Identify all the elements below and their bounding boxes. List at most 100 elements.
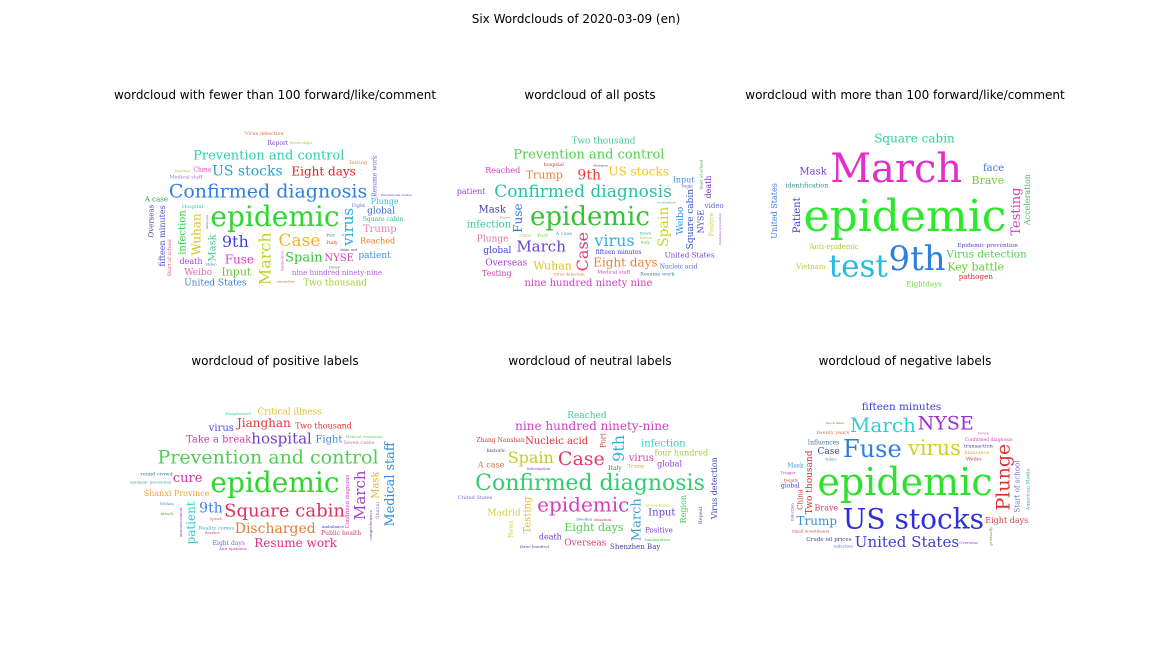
wordcloud-word: March [630,498,645,542]
wordcloud-word: Prevention and control [193,149,344,164]
wordcloud-word: Input [648,508,675,519]
wordcloud-word: Korea [640,235,653,240]
wordcloud-word: Confirmed diagnosis [345,474,351,528]
wordcloud-word: gradually [988,526,993,546]
wordcloud-word: NYSE [918,412,974,434]
panel-title: wordcloud with fewer than 100 forward/li… [113,88,437,102]
wordcloud-word: China [519,233,531,238]
wordcloud-word: Shenzhen [593,164,608,168]
wordcloud-word: global [657,459,682,468]
wordcloud-word: Acceleration [1023,174,1032,226]
wordcloud-word: Italy [326,240,338,246]
wordcloud-word: Crude oil prices [806,537,851,543]
wordcloud-word: Anti-epidemic [218,546,248,551]
wordcloud-word: announcement [178,507,183,537]
wordcloud-word: Medical treatment [345,434,383,439]
wordcloud-word: identification [785,181,828,189]
wordcloud-word: A case [477,461,505,470]
wordcloud-word: Seven cases [343,440,374,446]
wordcloud-word: Nucleic acid [660,264,698,271]
wordcloud-word: Confirmed diagnosis [494,182,672,202]
wordcloud-word: Square cabin [686,189,696,250]
wordcloud-word: Immigration [645,537,671,542]
wordcloud-word: Attack [159,511,174,516]
wordcloud-word: Plunge [992,444,1014,511]
wordcloud-word: Patient [792,197,803,233]
wordcloud-panel-low-engagement: wordcloud with fewer than 100 forward/li… [114,88,436,318]
wordcloud-canvas: epidemic March 9th test Virus detection Testi… [755,106,1055,316]
wordcloud-word: Virus detection [710,457,719,520]
wordcloud-word: global [367,207,395,217]
wordcloud-word: China [193,167,211,174]
wordcloud-word: Mask [207,233,218,261]
wordcloud-word: epidemic [210,466,339,499]
wordcloud-word: Mask [479,205,507,216]
wordcloud-canvas: epidemic Confirmed diagnosis virus Case Marc… [440,106,740,316]
wordcloud-word: Acceleration [656,200,676,204]
wordcloud-word: Trigger [780,470,795,475]
wordcloud-word: United States [855,533,959,551]
wordcloud-word: patient [457,187,487,196]
wordcloud-word: three hundred [520,544,550,549]
wordcloud-word: Resume work [372,155,379,197]
wordcloud-word: News [508,521,515,538]
wordcloud-word: Overseas [485,259,527,269]
wordcloud-word: Italy [641,240,651,245]
wordcloud-word: Two thousand [805,450,815,514]
wordcloud-word: Announce [963,450,989,456]
wordcloud-word: Hospitalized [225,411,251,416]
wordcloud-panel-neutral: wordcloud of neutral labels Confirmed di… [440,354,740,584]
wordcloud-word: test [829,248,889,284]
wordcloud-word: Brave [815,504,839,513]
wordcloud-word: Eight days [985,516,1028,525]
wordcloud-word: Testing [349,160,368,166]
wordcloud-panel-positive: wordcloud of positive labels epidemic Pre… [125,354,425,584]
wordcloud-word: United States [458,495,493,501]
wordcloud-word: Wuhan [190,213,204,255]
wordcloud-word: virus [208,423,234,434]
wordcloud-word: international market [381,193,413,197]
wordcloud-word: Fuse [511,203,525,232]
wordcloud-word: death [179,257,202,266]
wordcloud-word: Eight days [213,540,245,547]
wordcloud-word: Public health [321,530,361,537]
wordcloud-word: Weibo [184,268,212,278]
wordcloud-word: Medical staff [383,441,398,526]
wordcloud-word: Eight days [564,521,623,534]
wordcloud-word: Virus detection [553,272,585,277]
wordcloud-word: Wuhan [533,259,572,272]
wordcloud-word: Italy [608,465,622,472]
wordcloud-word: March [516,237,566,255]
wordcloud-word: Epidemic prevention [718,213,722,245]
panel-title: wordcloud with more than 100 forward/lik… [745,88,1065,102]
wordcloud-word: 9th [222,232,249,251]
wordcloud-word: Mask [799,166,827,177]
wordcloud-word: 9th [889,239,946,279]
wordcloud-word: fifteen minutes [158,205,167,266]
wordcloud-word: Reality comes [199,526,235,532]
wordcloud-word: virus [907,436,961,460]
wordcloud-word: epidemic prevention [130,479,172,484]
wordcloud-word: Prevention and control [513,147,664,162]
wordcloud-panel-high-engagement: wordcloud with more than 100 forward/lik… [745,88,1064,318]
wordcloud-word: 9th [199,500,223,516]
wordcloud-word: Start of school [1014,460,1022,513]
wordcloud-word: round crowd [140,471,173,477]
panel-title: wordcloud of negative labels [818,354,992,368]
wordcloud-word: Resume work [254,536,338,550]
wordcloud-word: epidemic [530,202,650,232]
wordcloud-canvas: epidemic Prevention and control Square cab… [125,372,425,582]
wordcloud-word: NYSE [324,253,354,264]
wordcloud-word: Deputy [784,477,799,482]
wordcloud-canvas: epidemic Confirmed diagnosis Case March 9th v… [125,106,425,316]
wordcloud-word: Spain [508,448,554,467]
wordcloud-word: NYSE [696,210,705,234]
wordcloud-word: Hospital [182,204,204,210]
wordcloud-word: Announce [280,250,285,272]
wordcloud-word: face [983,163,1004,174]
